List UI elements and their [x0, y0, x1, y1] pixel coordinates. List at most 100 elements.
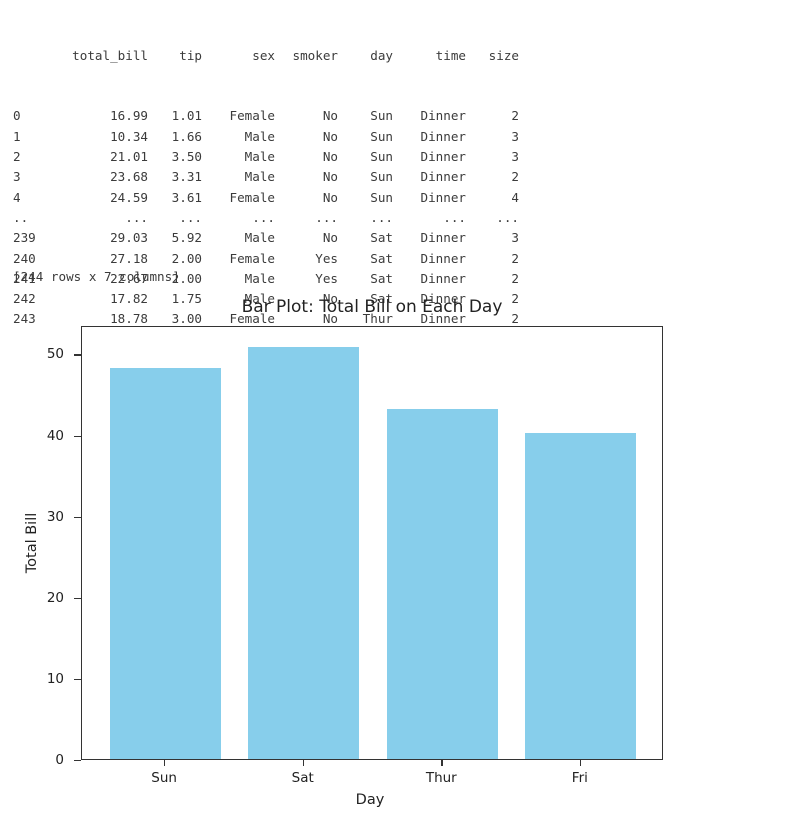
header-total-bill: total_bill: [72, 47, 148, 63]
table-cell: Sun: [370, 128, 393, 144]
table-cell: Male: [244, 128, 275, 144]
dataframe-output: total_bill tip sex smoker day time size …: [0, 5, 519, 350]
table-cell: 1: [13, 128, 21, 144]
y-tick-label: 20: [46, 589, 64, 606]
header-smoker: smoker: [292, 47, 339, 63]
table-cell: 2: [13, 149, 21, 165]
bar-sat: [248, 346, 360, 759]
table-cell: Male: [244, 270, 275, 286]
x-tick-mark: [302, 760, 304, 766]
table-cell: Thur: [362, 311, 393, 327]
table-cell: ...: [179, 209, 202, 225]
header-sex: sex: [252, 47, 275, 63]
table-row: 240 27.18 2.00 Female Yes Sat Dinner 2: [0, 249, 519, 269]
table-cell: 0: [13, 108, 21, 124]
table-cell: Sat: [370, 270, 393, 286]
table-cell: Female: [229, 250, 276, 266]
bar-fri: [525, 432, 637, 759]
table-cell: Sun: [370, 169, 393, 185]
table-row: 239 29.03 5.92 Male No Sat Dinner 3: [0, 228, 519, 248]
table-cell: No: [322, 291, 338, 307]
table-cell: 17.82: [110, 291, 148, 307]
table-cell: 29.03: [110, 230, 148, 246]
x-tick-mark: [164, 760, 166, 766]
table-cell: Dinner: [420, 108, 467, 124]
table-cell: No: [322, 149, 338, 165]
table-cell: ..: [13, 209, 29, 225]
header-size: size: [488, 47, 519, 63]
table-cell: Yes: [315, 250, 338, 266]
table-cell: 1.66: [171, 128, 202, 144]
table-cell: 3: [511, 128, 519, 144]
table-cell: No: [322, 108, 338, 124]
table-cell: Sun: [370, 189, 393, 205]
table-cell: 3: [511, 149, 519, 165]
table-row: 241 22.67 2.00 Male Yes Sat Dinner 2: [0, 269, 519, 289]
table-cell: Dinner: [420, 250, 467, 266]
dataframe-body: 0 16.99 1.01 Female No Sun Dinner 2 1 10.34 1.66 Ma…: [0, 106, 519, 329]
header-time: time: [435, 47, 466, 63]
table-cell: ...: [315, 209, 338, 225]
table-cell: No: [322, 128, 338, 144]
table-cell: Female: [229, 189, 276, 205]
y-tick-label: 40: [46, 427, 64, 444]
table-cell: 4: [13, 189, 21, 205]
table-cell: 242: [13, 291, 36, 307]
x-tick-label: Sat: [291, 770, 314, 786]
table-cell: 2: [511, 291, 519, 307]
plot-area: [81, 326, 663, 760]
table-row: 242 17.82 1.75 Male No Sat Dinner 2: [0, 289, 519, 309]
y-tick-mark: [74, 516, 81, 518]
table-cell: 27.18: [110, 250, 148, 266]
y-tick-mark: [74, 354, 81, 356]
table-cell: Male: [244, 169, 275, 185]
table-cell: ...: [252, 209, 275, 225]
table-cell: Dinner: [420, 128, 467, 144]
y-tick-mark: [74, 435, 81, 437]
table-cell: 239: [13, 230, 36, 246]
header-day: day: [370, 47, 393, 63]
table-cell: ...: [370, 209, 393, 225]
table-cell: 3: [511, 230, 519, 246]
table-cell: ...: [125, 209, 148, 225]
table-cell: 3.00: [171, 311, 202, 327]
x-axis-label: Day: [355, 792, 385, 808]
y-tick-mark: [74, 597, 81, 600]
table-cell: Dinner: [420, 311, 467, 327]
x-tick-mark: [441, 760, 443, 766]
table-cell: Dinner: [420, 230, 467, 246]
y-tick-label: 10: [46, 670, 64, 687]
table-cell: No: [322, 169, 338, 185]
table-cell: Sun: [370, 149, 393, 165]
y-tick-label: 50: [46, 346, 64, 363]
table-cell: 3.61: [171, 189, 202, 205]
table-cell: 2: [511, 169, 519, 185]
table-cell: 2.00: [171, 270, 202, 286]
table-cell: 243: [13, 311, 36, 327]
header-tip: tip: [179, 47, 202, 63]
table-cell: 22.67: [110, 270, 148, 286]
bar-sun: [109, 368, 221, 759]
table-cell: 3.31: [171, 169, 202, 185]
table-cell: 4: [511, 189, 519, 205]
table-row: .......................: [0, 208, 519, 228]
y-tick-mark: [74, 760, 81, 762]
table-cell: Sat: [370, 230, 393, 246]
x-tick-label: Fri: [571, 770, 588, 786]
table-cell: No: [322, 230, 338, 246]
table-cell: Dinner: [420, 149, 467, 165]
table-cell: No: [322, 311, 338, 327]
table-cell: 18.78: [110, 311, 148, 327]
table-cell: Male: [244, 291, 275, 307]
table-cell: Dinner: [420, 270, 467, 286]
table-cell: 16.99: [110, 108, 148, 124]
x-tick-label: Thur: [425, 770, 457, 786]
table-row: 0 16.99 1.01 Female No Sun Dinner 2: [0, 106, 519, 126]
bar-thur: [386, 409, 498, 759]
dataframe-summary: [244 rows x 7 columns]: [13, 269, 180, 284]
chart-title: Bar Plot: Total Bill on Each Day: [241, 297, 503, 317]
table-cell: 2: [511, 108, 519, 124]
table-cell: 3.50: [171, 149, 202, 165]
y-tick-mark: [74, 678, 81, 681]
table-cell: 241: [13, 270, 36, 286]
